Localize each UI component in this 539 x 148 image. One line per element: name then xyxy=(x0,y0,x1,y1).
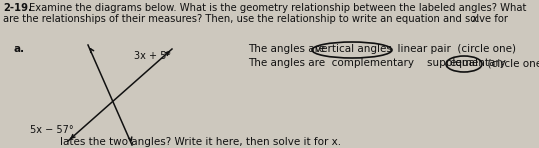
Text: The angles are: The angles are xyxy=(248,44,331,54)
Text: linear pair  (circle one): linear pair (circle one) xyxy=(391,44,516,54)
Text: 5x − 57°: 5x − 57° xyxy=(30,125,74,135)
Text: The angles are  complementary    supplementary: The angles are complementary supplementa… xyxy=(248,58,513,68)
Text: Examine the diagrams below. What is the geometry relationship between the labele: Examine the diagrams below. What is the … xyxy=(29,3,527,13)
Text: lates the two angles? Write it here, then solve it for x.: lates the two angles? Write it here, the… xyxy=(60,137,341,147)
Text: (circle one): (circle one) xyxy=(481,58,539,68)
Text: a.: a. xyxy=(14,44,25,54)
Text: 2-19.: 2-19. xyxy=(3,3,32,13)
Text: equal: equal xyxy=(449,58,478,68)
Text: 3x + 5°: 3x + 5° xyxy=(134,51,171,61)
Text: are the relationships of their measures? Then, use the relationship to write an : are the relationships of their measures?… xyxy=(3,14,508,24)
Text: x.: x. xyxy=(471,14,480,24)
Text: vertical angles: vertical angles xyxy=(315,44,392,54)
